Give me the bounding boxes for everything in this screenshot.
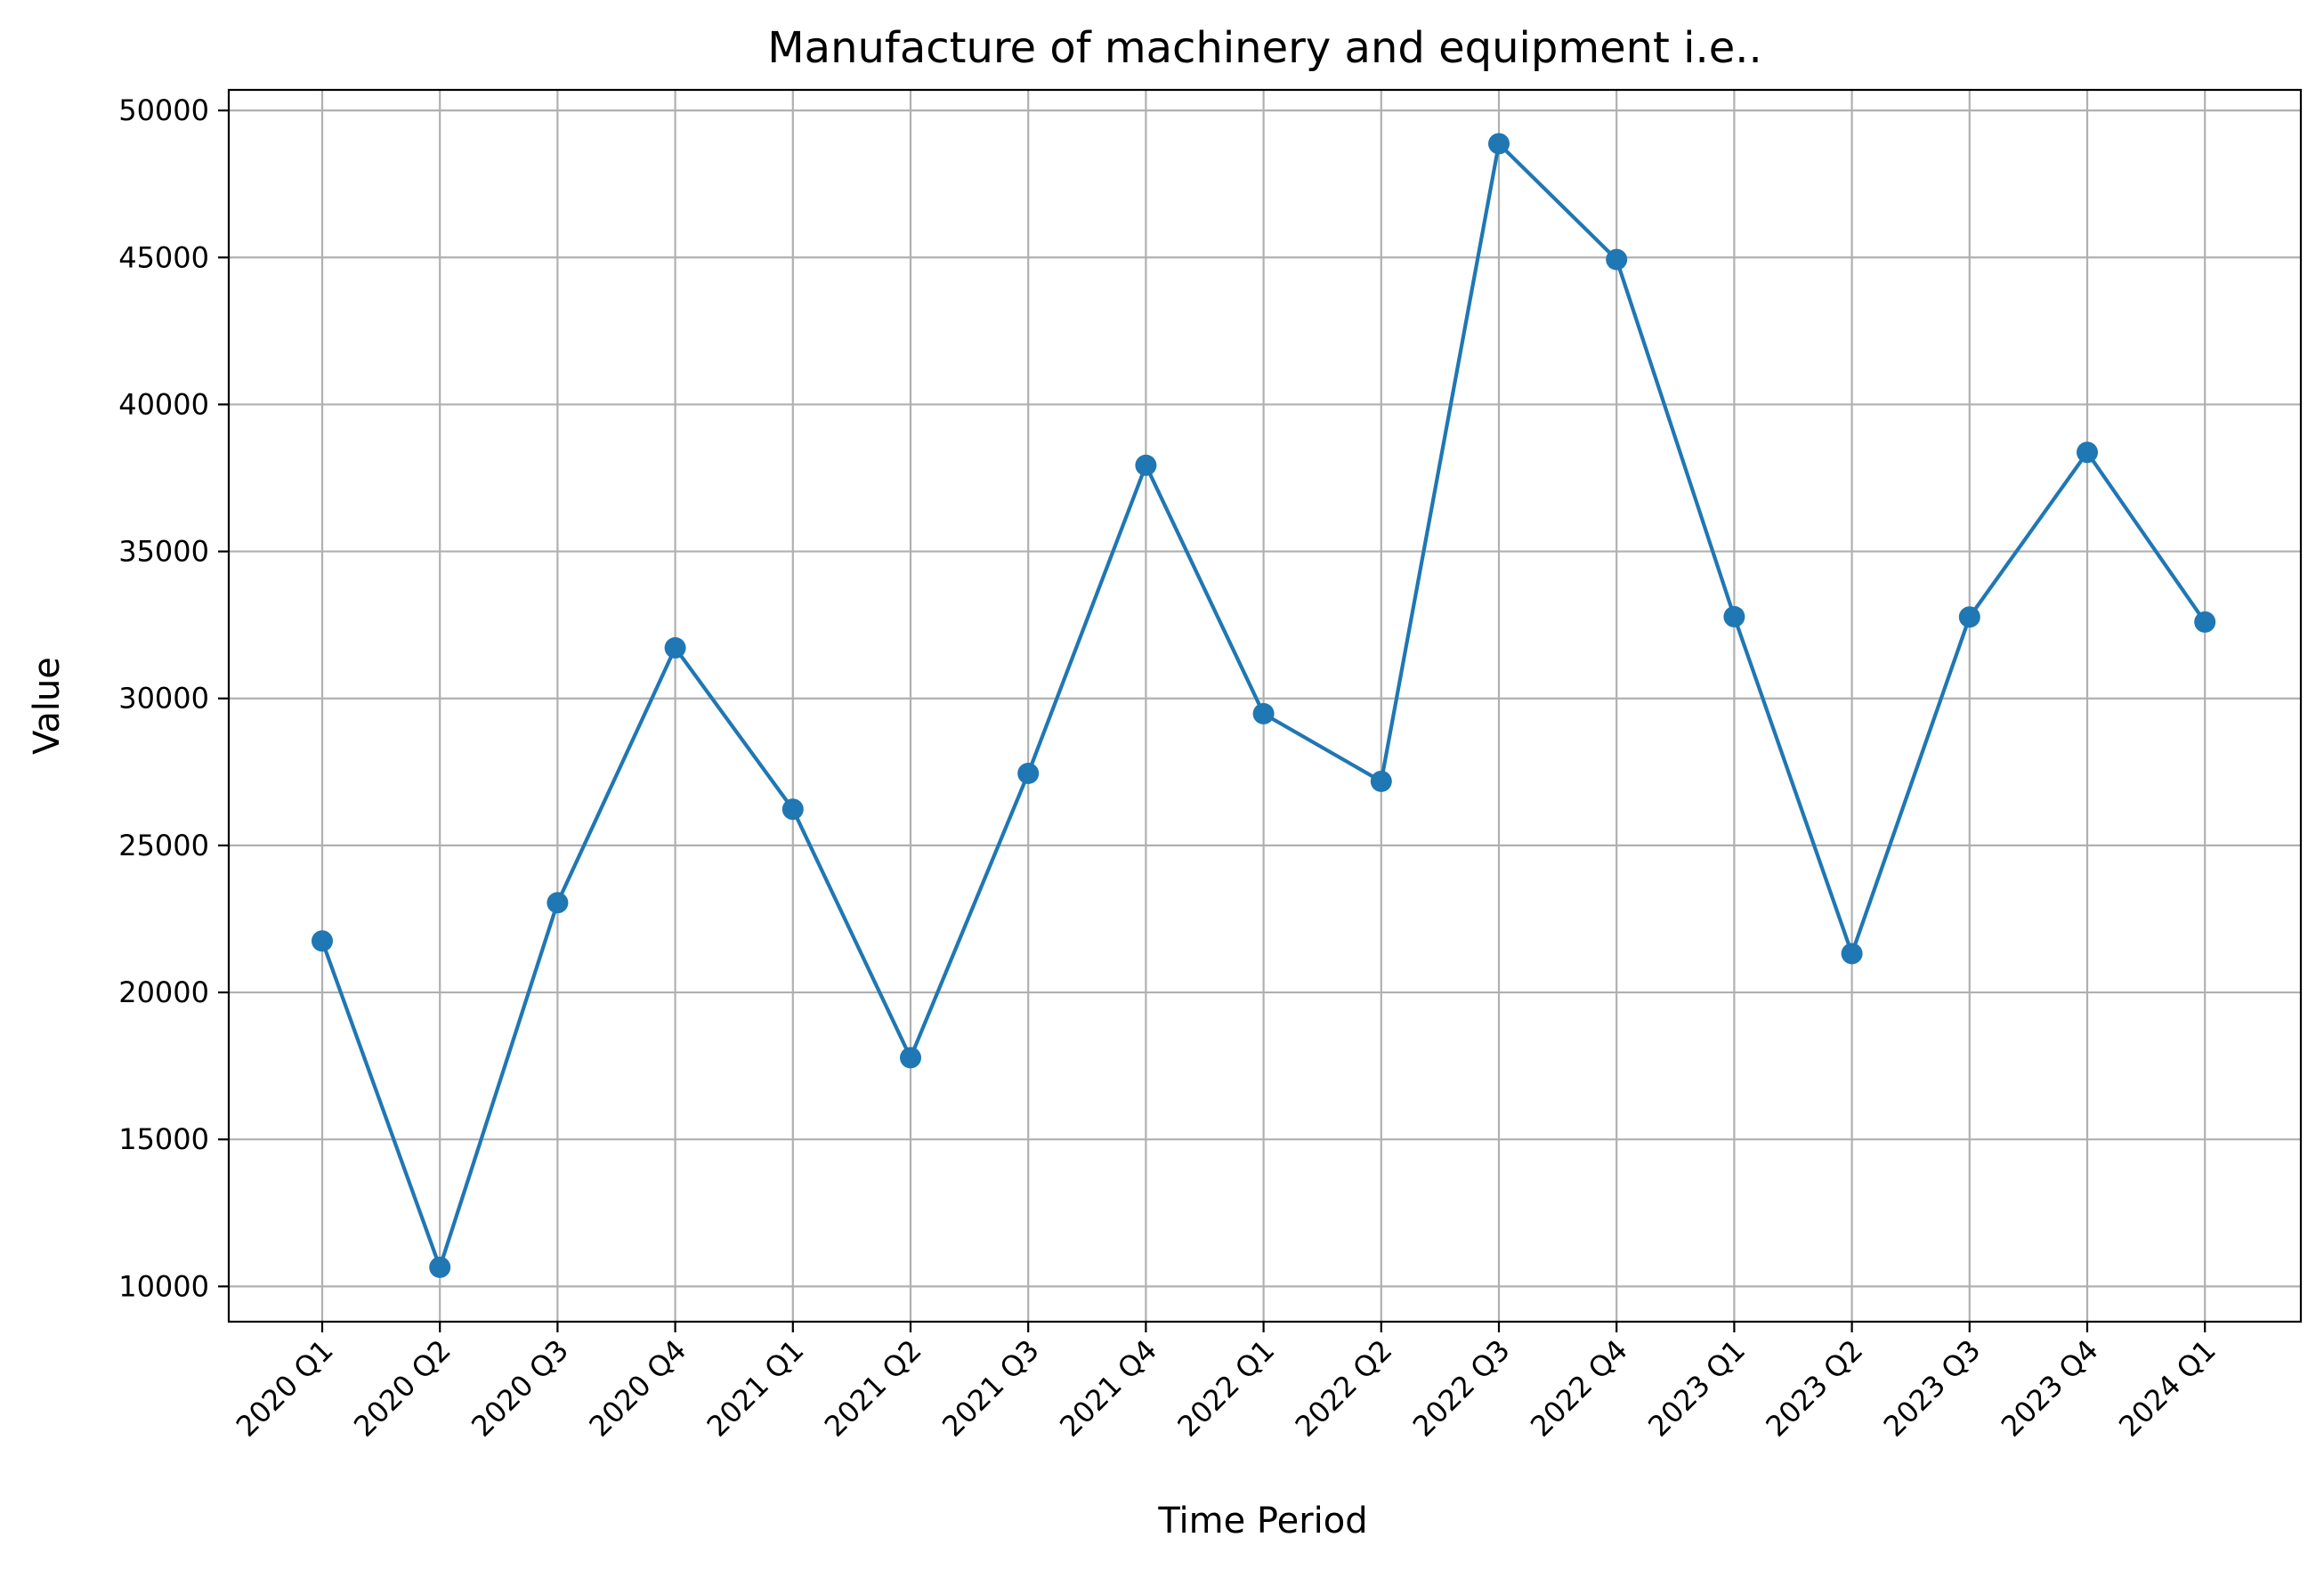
data-point — [547, 892, 569, 914]
y-axis-title: Value — [27, 657, 68, 755]
y-tick-label: 30000 — [118, 682, 209, 716]
y-tick-label: 15000 — [118, 1122, 209, 1156]
data-point — [781, 798, 804, 821]
data-point — [2194, 611, 2216, 633]
chart-title: Manufacture of machinery and equipment i… — [767, 23, 1762, 73]
data-point — [1252, 702, 1275, 724]
y-tick-label: 25000 — [118, 829, 209, 862]
data-point — [429, 1256, 451, 1278]
data-point — [900, 1047, 921, 1069]
data-point — [1958, 606, 1980, 628]
data-point — [1370, 770, 1392, 792]
data-point — [1017, 762, 1040, 784]
data-point — [664, 636, 686, 659]
data-point — [1606, 248, 1628, 271]
y-tick-label: 20000 — [118, 975, 209, 1009]
data-point — [1841, 943, 1863, 965]
x-axis-title: Time Period — [1157, 1501, 1367, 1542]
plot-frame — [227, 88, 2303, 1323]
y-tick-label: 10000 — [118, 1269, 209, 1303]
data-point — [312, 930, 333, 952]
data-point — [1723, 605, 1745, 627]
y-tick-label: 45000 — [118, 240, 209, 274]
data-point — [1135, 454, 1157, 476]
data-point — [2077, 441, 2098, 464]
series-layer — [312, 133, 2216, 1278]
y-tick-label: 50000 — [118, 93, 209, 127]
y-tick-label: 40000 — [118, 387, 209, 421]
y-tick-label: 35000 — [118, 535, 209, 569]
data-point — [1488, 133, 1510, 155]
